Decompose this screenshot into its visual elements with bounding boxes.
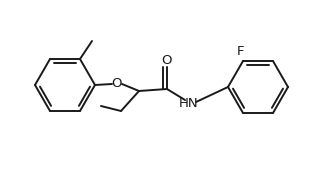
Text: HN: HN <box>179 96 199 109</box>
Text: O: O <box>112 76 122 89</box>
Text: O: O <box>162 53 172 66</box>
Text: F: F <box>237 44 245 58</box>
